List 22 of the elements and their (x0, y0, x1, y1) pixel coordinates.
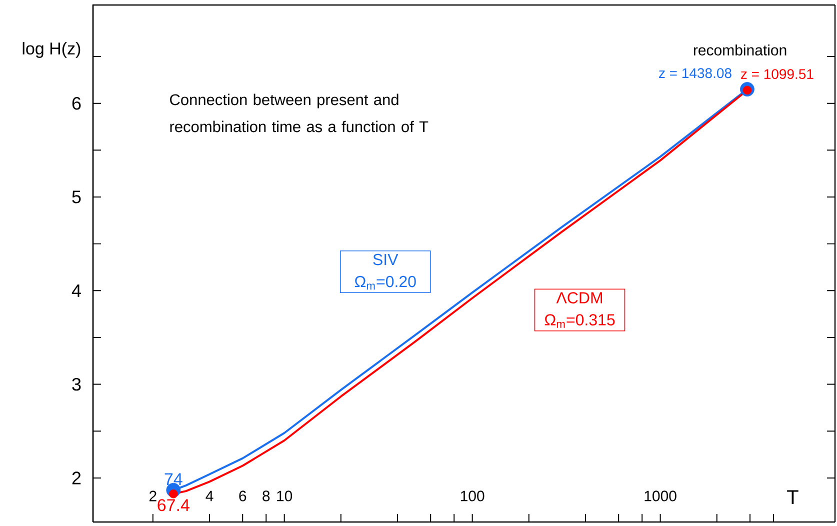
annotation: 67.4 (158, 499, 190, 512)
x-tick-label: 10 (277, 490, 292, 502)
x-axis-title: T (787, 490, 798, 504)
x-tick-label: 4 (206, 490, 214, 502)
text: Connection between present and recombination time as a function of T (170, 94, 428, 132)
y-tick-label: 6 (72, 96, 81, 110)
y-axis-title: log H(z) (22, 42, 80, 58)
text: ΛCDM Ω$_{m}$=0.315 (544, 292, 615, 328)
x-tick-label: 100 (460, 490, 484, 502)
x-tick-label: 1000 (644, 490, 676, 502)
x-tick-label: 2 (150, 490, 156, 502)
annotation: 74 (164, 473, 182, 485)
annotation: recombination (694, 44, 786, 56)
y-tick-label: 5 (72, 190, 81, 204)
text: SIV Ω$_{m}$=0.20 (354, 254, 416, 290)
y-tick-label: 3 (72, 378, 81, 391)
annotation: z = 1099.51 (740, 69, 814, 80)
y-tick-label: 2 (72, 472, 81, 484)
x-tick-label: 6 (239, 490, 246, 502)
annotation: z = 1438.08 (659, 68, 732, 78)
y-tick-label: 4 (72, 284, 81, 297)
x-tick-label: 8 (262, 490, 270, 502)
